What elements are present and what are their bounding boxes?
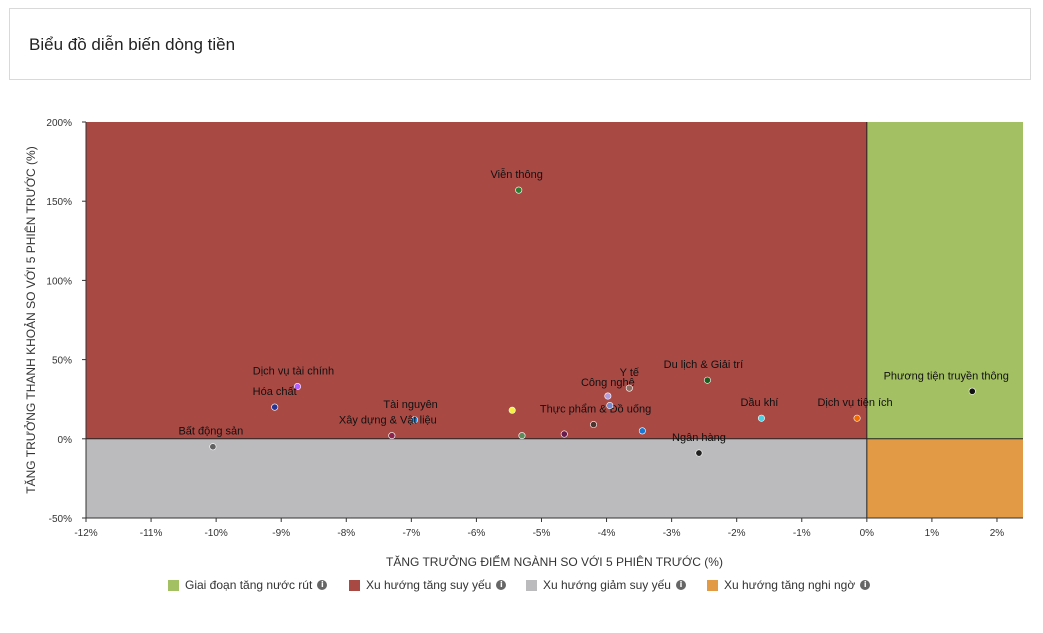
data-point (625, 384, 633, 392)
quadrant-bottom-left (86, 438, 867, 518)
data-point (638, 427, 646, 435)
y-axis-title: TĂNG TRƯỞNG THANH KHOẢN SO VỚI 5 PHIÊN T… (23, 146, 38, 493)
x-tick-label: 2% (990, 528, 1005, 539)
chart-legend: Giai đoạn tăng nước rút i Xu hướng tăng … (0, 577, 1043, 595)
legend-item-weakening-up[interactable]: Xu hướng tăng suy yếu i (349, 577, 507, 593)
data-label: Dịch vụ tài chính (253, 366, 334, 378)
data-point (209, 443, 217, 451)
legend-swatch-weakening-up (349, 579, 360, 591)
legend-swatch-sprint-up (168, 579, 179, 591)
data-label: Công nghệ (581, 377, 635, 389)
data-point (606, 402, 614, 410)
x-tick-label: -8% (337, 528, 355, 539)
data-label: Hóa chất (253, 386, 297, 398)
chart-card-header: Biểu đồ diễn biến dòng tiền (9, 8, 1031, 80)
legend-label: Xu hướng giảm suy yếu (543, 578, 671, 592)
data-label: Tài nguyên (383, 399, 437, 411)
x-tick-label: 1% (925, 528, 940, 539)
chart-title: Biểu đồ diễn biến dòng tiền (29, 35, 236, 54)
x-tick-label: -11% (140, 528, 163, 539)
data-point (560, 430, 568, 438)
legend-label: Xu hướng tăng nghi ngờ (724, 578, 856, 592)
data-point (604, 392, 612, 400)
data-point (271, 403, 279, 411)
data-label: Phương tiện truyền thông (884, 370, 1009, 382)
data-label: Bất động sản (178, 426, 243, 438)
data-label: Du lịch & Giải trí (664, 359, 743, 371)
x-tick-label: 0% (860, 528, 875, 539)
x-axis-title: TĂNG TRƯỞNG ĐIỂM NGÀNH SO VỚI 5 PHIÊN TR… (386, 554, 723, 569)
data-label: Dầu khí (740, 397, 778, 409)
data-label: Thực phẩm & Đồ uống (540, 404, 651, 416)
data-label: Viễn thông (491, 168, 543, 181)
info-icon[interactable]: i (496, 580, 507, 590)
data-label: Y tế (620, 367, 639, 379)
info-icon[interactable]: i (675, 580, 686, 590)
data-point (515, 186, 523, 194)
data-point (508, 406, 516, 414)
legend-item-weakening-down[interactable]: Xu hướng giảm suy yếu i (526, 577, 686, 593)
data-point (695, 449, 703, 457)
data-point (388, 432, 396, 440)
data-point (703, 376, 711, 384)
legend-item-sprint-up[interactable]: Giai đoạn tăng nước rút i (168, 577, 328, 593)
data-point (411, 416, 419, 424)
legend-label: Giai đoạn tăng nước rút (185, 578, 313, 592)
data-point (293, 383, 301, 391)
x-tick-label: -9% (272, 528, 290, 539)
x-tick-label: -7% (402, 528, 420, 539)
quadrant-bottom-right (866, 438, 1023, 518)
x-tick-label: -12% (74, 528, 97, 539)
data-label: Xây dựng & Vật liệu (339, 415, 437, 427)
data-point (757, 414, 765, 422)
data-point (968, 387, 976, 395)
x-tick-label: -10% (204, 528, 227, 539)
y-tick-label: 50% (52, 356, 72, 367)
data-label: Ngân hàng (672, 432, 726, 444)
quadrant-top-left (86, 122, 867, 439)
legend-item-doubtful-up[interactable]: Xu hướng tăng nghi ngờ i (707, 577, 871, 593)
data-point (518, 432, 526, 440)
data-point (853, 414, 861, 422)
x-tick-label: -1% (793, 528, 811, 539)
legend-swatch-doubtful-up (707, 579, 718, 591)
info-icon[interactable]: i (860, 580, 871, 590)
y-tick-label: -50% (49, 514, 72, 525)
legend-label: Xu hướng tăng suy yếu (366, 578, 492, 592)
y-tick-label: 0% (58, 435, 73, 446)
data-label: Dịch vụ tiện ích (817, 397, 892, 409)
info-icon[interactable]: i (317, 580, 328, 590)
data-point (590, 421, 598, 429)
x-tick-label: -4% (598, 528, 616, 539)
legend-swatch-weakening-down (526, 579, 537, 591)
x-tick-label: -2% (728, 528, 746, 539)
y-tick-label: 150% (46, 197, 72, 208)
quadrant-top-right (866, 122, 1023, 439)
x-tick-label: -3% (663, 528, 681, 539)
x-tick-label: -6% (468, 528, 486, 539)
y-tick-label: 100% (46, 276, 72, 287)
x-tick-label: -5% (533, 528, 551, 539)
y-tick-label: 200% (46, 118, 72, 129)
